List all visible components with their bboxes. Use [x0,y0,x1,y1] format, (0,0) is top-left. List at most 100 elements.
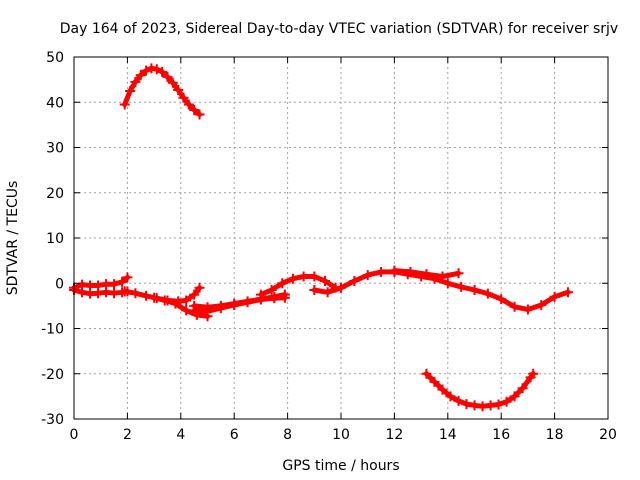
x-axis-label: GPS time / hours [282,458,399,474]
y-tick-label: -20 [41,367,64,383]
data-point [122,272,133,283]
data-point [509,301,520,312]
y-tick-label: 10 [46,231,64,247]
series-track-g [255,271,341,300]
data-point [405,266,416,277]
data-point [189,104,200,115]
data-point [421,269,432,280]
data-point [117,276,128,287]
y-tick-labels: -30 -20 -10 0 10 20 30 40 50 [41,50,64,428]
data-point [151,64,162,75]
x-tick-label: 12 [385,427,403,443]
data-point [453,268,464,279]
data-point [456,281,467,292]
data-point [437,271,448,282]
x-tick-labels: 0 2 4 6 8 10 12 14 16 18 20 [70,427,617,443]
x-tick-label: 20 [599,427,617,443]
data-point [266,285,277,296]
data-point [242,297,253,308]
data-point [215,303,226,314]
data-point [141,290,152,301]
data-point [173,85,184,96]
data-point [189,289,200,300]
x-tick-label: 2 [123,427,132,443]
data-point [125,85,136,96]
data-point [482,288,493,299]
data-point [319,275,330,286]
data-point [130,288,141,299]
axis-ticks [73,56,609,420]
y-tick-label: 50 [46,50,64,66]
data-point [77,287,88,298]
data-point [528,368,539,379]
data-point [549,291,560,302]
series-track-i [389,265,464,282]
data-point [189,305,200,316]
data-point [336,282,346,293]
data-point [445,391,456,402]
data-point [469,285,480,296]
data-point [202,306,213,317]
y-tick-label: 40 [46,95,64,111]
data-point [536,299,547,310]
series-track-a [69,272,133,293]
data-point [130,76,141,87]
data-point [522,304,533,315]
data-point [437,384,448,395]
data-point [442,278,453,289]
data-point [287,273,298,284]
data-point [461,399,472,410]
y-tick-label: -30 [41,412,64,428]
data-point [194,109,205,120]
data-point [119,99,130,110]
data-point [279,292,290,303]
x-tick-label: 6 [230,427,239,443]
data-point [309,271,320,282]
data-point [157,66,168,77]
data-point [496,294,507,305]
data-point [309,285,320,296]
data-points [69,63,573,412]
data-point [349,275,360,286]
x-tick-label: 14 [439,427,457,443]
data-point [167,77,178,88]
data-point [493,399,504,410]
data-point [183,99,194,110]
data-point [178,92,189,103]
data-point [376,266,387,277]
x-tick-label: 16 [492,427,510,443]
data-point [194,282,205,293]
data-point [509,391,520,402]
data-point [322,287,333,298]
data-point [362,270,373,281]
y-tick-label: 0 [55,276,64,292]
data-point [170,298,181,309]
data-point [421,368,432,379]
data-point [162,71,173,82]
x-tick-label: 0 [70,427,79,443]
y-axis-label: SDTVAR / TECUs [5,181,21,296]
data-point [229,299,240,310]
data-point [181,295,192,306]
series-upper-arc [119,63,205,120]
y-tick-label: -10 [41,322,64,338]
series-track-h [309,266,573,315]
data-point [517,383,528,394]
data-point [389,265,400,276]
data-point [277,278,288,289]
y-tick-label: 20 [46,186,64,202]
data-point [141,65,152,76]
data-point [429,376,440,387]
x-tick-label: 10 [332,427,350,443]
data-point [562,287,573,298]
data-point [269,293,280,304]
data-point [119,286,130,297]
data-point [298,271,309,282]
x-tick-label: 8 [283,427,292,443]
y-tick-label: 30 [46,141,64,157]
series-lower-arc [421,368,539,412]
grid-lines [74,57,608,419]
data-point [255,289,266,300]
